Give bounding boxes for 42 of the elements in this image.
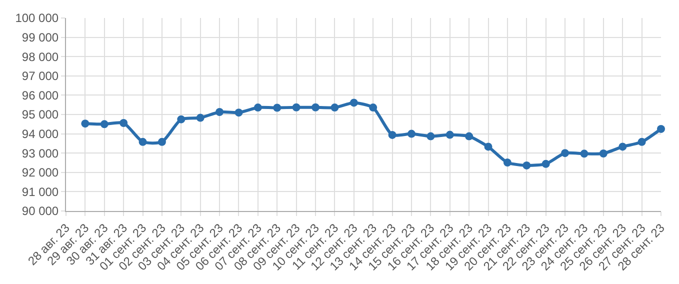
point [312, 103, 320, 112]
point [138, 138, 147, 146]
point [561, 149, 570, 158]
point [216, 108, 224, 116]
point [120, 118, 128, 127]
y-tick-label: 93 000 [22, 146, 59, 160]
point [388, 130, 396, 139]
point [254, 104, 262, 112]
y-tick-label: 90 000 [22, 204, 59, 218]
y-tick-label: 98 000 [22, 50, 59, 64]
y-tick-label: 99 000 [22, 30, 59, 44]
y-tick-label: 100 000 [15, 11, 59, 26]
point [234, 108, 243, 117]
point [542, 160, 550, 168]
point [484, 142, 492, 151]
y-tick-label: 94 000 [22, 127, 59, 141]
point [177, 115, 186, 124]
point [81, 120, 90, 128]
point [522, 161, 531, 170]
point [350, 98, 358, 107]
y-tick-label: 97 000 [22, 69, 59, 84]
point [273, 104, 282, 112]
point [465, 132, 474, 140]
point [618, 142, 627, 151]
point [100, 120, 108, 128]
point [407, 130, 416, 138]
point [503, 158, 512, 167]
point [330, 104, 339, 112]
point [580, 150, 588, 158]
point [196, 114, 204, 122]
y-tick-label: 95 000 [22, 108, 59, 122]
point [599, 149, 608, 158]
y-tick-label: 96 000 [22, 88, 59, 102]
point [158, 138, 166, 146]
point [657, 124, 665, 133]
point [369, 104, 378, 112]
y-tick-label: 92 000 [22, 166, 59, 180]
point [446, 130, 454, 139]
y-tick-label: 91 000 [22, 184, 59, 199]
point [292, 103, 300, 112]
point [638, 138, 646, 146]
point [426, 132, 435, 140]
